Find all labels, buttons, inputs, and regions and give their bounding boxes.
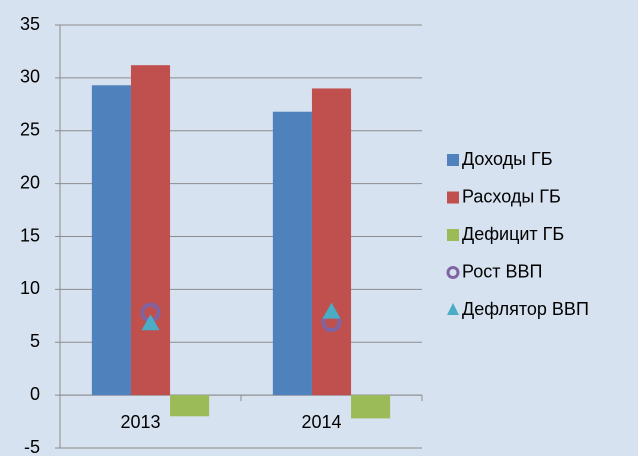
bar: [311, 88, 352, 396]
legend-label: Дефицит ГБ: [462, 224, 564, 244]
legend-swatch: [447, 229, 459, 241]
marker-triangle: [322, 302, 341, 319]
legend-label: Рост ВВП: [462, 261, 542, 281]
x-tick-label: 2014: [301, 412, 341, 432]
bar: [351, 395, 391, 419]
bar: [170, 395, 210, 417]
legend-label: Расходы ГБ: [462, 186, 561, 206]
marker-triangle: [141, 314, 160, 331]
y-tick-label: 10: [20, 278, 40, 298]
y-tick-label: 15: [20, 225, 40, 245]
bar: [272, 111, 312, 396]
y-tick-label: 35: [20, 14, 40, 34]
legend-label: Дефлятор ВВП: [462, 299, 589, 319]
legend-label: Доходы ГБ: [462, 149, 553, 169]
y-tick-label: 30: [20, 67, 40, 87]
x-tick-label: 2013: [120, 412, 160, 432]
y-tick-label: -5: [24, 437, 40, 456]
legend-marker: [447, 303, 459, 315]
bar: [130, 65, 171, 396]
legend-swatch: [447, 191, 459, 204]
y-tick-label: 5: [30, 331, 40, 351]
legend-swatch: [447, 154, 459, 166]
y-tick-label: 0: [30, 384, 40, 404]
legend-marker: [446, 266, 460, 279]
bar: [91, 85, 131, 396]
y-tick-label: 20: [20, 172, 40, 192]
y-tick-label: 25: [20, 120, 40, 140]
